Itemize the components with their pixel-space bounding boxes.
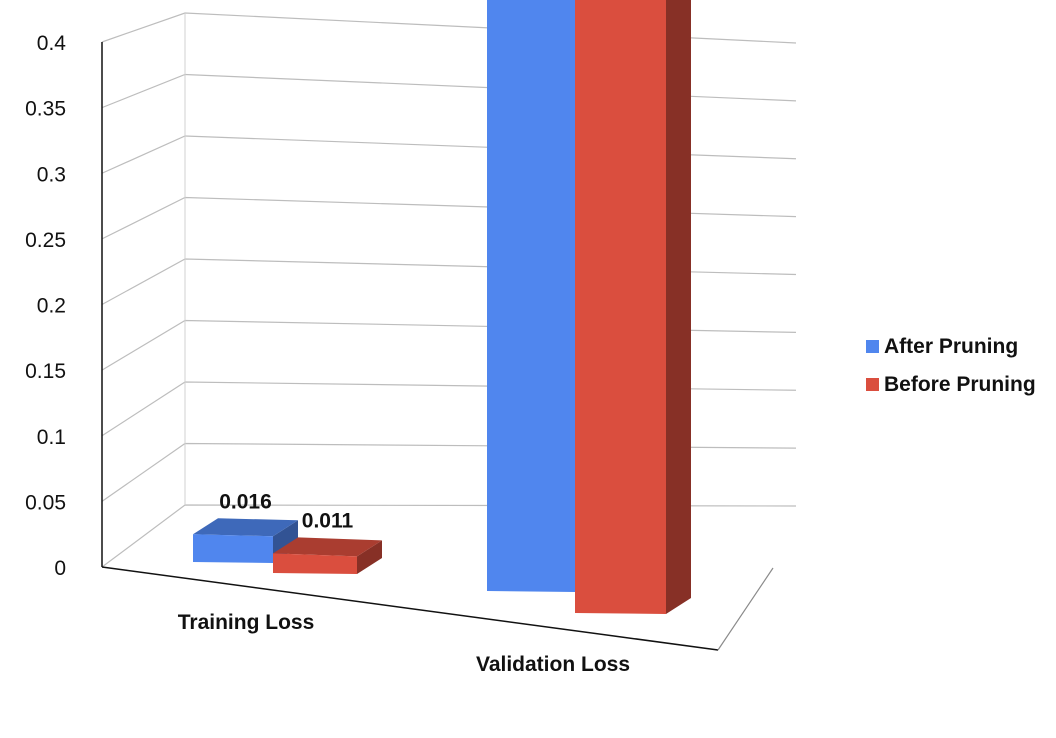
floor-right-edge [717, 567, 774, 651]
gridline [101, 442, 797, 502]
gridline [101, 196, 797, 240]
y-tick-label: 0.35 [25, 98, 66, 121]
gridline [101, 319, 797, 371]
axes [101, 42, 774, 651]
bar-side [666, 0, 691, 614]
bar-side [357, 540, 382, 574]
x-axis-line [101, 566, 719, 651]
legend-label: Before Pruning [884, 373, 1036, 396]
gridlines [101, 12, 797, 568]
gridline [101, 381, 797, 437]
x-category-label: Training Loss [178, 611, 315, 634]
legend-label: After Pruning [884, 335, 1018, 358]
data-label: 0.011 [302, 509, 354, 532]
gridline [101, 258, 797, 306]
bar-top [273, 537, 382, 557]
bar-top [193, 518, 298, 537]
gridline [101, 135, 797, 174]
gridline [101, 12, 797, 44]
legend-swatch [866, 378, 879, 391]
legend: After Pruning Before Pruning [866, 335, 1036, 396]
y-tick-label: 0.4 [37, 32, 67, 55]
y-tick-label: 0.05 [25, 491, 66, 514]
gridline [101, 73, 797, 109]
bar-before-pruning-validation-loss [575, 0, 666, 614]
y-tick-label: 0.25 [25, 229, 66, 252]
y-tick-label: 0.3 [37, 163, 66, 186]
bars [193, 0, 691, 614]
y-tick-label: 0 [54, 557, 66, 580]
data-label: 0.016 [219, 490, 272, 513]
legend-swatch [866, 340, 879, 353]
bar-before-pruning-training-loss [273, 553, 357, 574]
y-tick-label: 0.2 [37, 295, 66, 318]
x-category-label: Validation Loss [476, 653, 630, 676]
bar-after-pruning-training-loss [193, 534, 273, 563]
bar-after-pruning-validation-loss [487, 0, 575, 592]
y-tick-label: 0.15 [25, 360, 66, 383]
labels: 00.050.10.150.20.250.30.350.40.0160.0110… [25, 32, 630, 676]
y-tick-label: 0.1 [37, 426, 66, 449]
